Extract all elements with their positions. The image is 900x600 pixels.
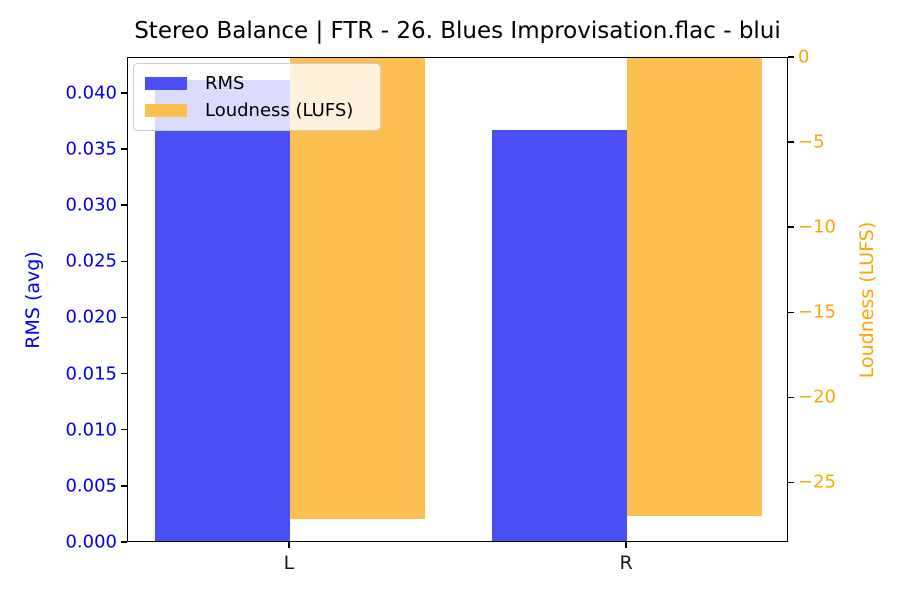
bar-lufs-l — [289, 58, 425, 520]
left-tick-label: 0.010 — [65, 419, 117, 441]
left-tick-mark — [121, 204, 127, 206]
bar-rms-l — [154, 80, 290, 541]
right-tick-mark — [788, 481, 794, 484]
x-tick-label-l: L — [283, 552, 295, 574]
left-tick-label: 0.000 — [65, 531, 117, 553]
left-tick-label: 0.030 — [65, 194, 117, 216]
left-tick-label: 0.025 — [65, 250, 117, 272]
right-tick-mark — [788, 56, 794, 58]
right-tick-label: −25 — [798, 471, 836, 493]
x-tick-mark — [625, 542, 627, 548]
right-tick-mark — [788, 311, 794, 313]
left-tick-label: 0.020 — [65, 306, 117, 328]
x-tick-label-r: R — [619, 552, 633, 574]
legend-label-loudness: Loudness (LUFS) — [205, 100, 354, 121]
left-tick-mark — [121, 260, 127, 263]
legend-item-rms: RMS — [145, 73, 369, 94]
right-tick-label: −5 — [798, 131, 825, 153]
plot-area — [127, 57, 788, 542]
right-axis-label: Loudness (LUFS) — [856, 221, 878, 379]
left-tick-mark — [121, 541, 127, 543]
left-tick-mark — [121, 92, 127, 94]
left-tick-mark — [121, 428, 127, 431]
left-tick-label: 0.005 — [65, 475, 117, 497]
left-tick-mark — [121, 485, 127, 487]
right-tick-label: −10 — [798, 216, 836, 238]
left-tick-label: 0.040 — [65, 82, 117, 104]
left-tick-mark — [121, 316, 127, 319]
left-tick-mark — [121, 372, 127, 375]
legend-item-loudness: Loudness (LUFS) — [145, 100, 369, 121]
x-tick-mark — [288, 542, 290, 548]
loudness-swatch-icon — [145, 104, 187, 117]
right-tick-label: −20 — [798, 386, 836, 408]
right-tick-mark — [788, 141, 794, 143]
bar-lufs-r — [627, 58, 762, 516]
legend: RMS Loudness (LUFS) — [133, 63, 381, 131]
right-tick-mark — [788, 226, 794, 228]
left-tick-mark — [121, 148, 127, 150]
legend-label-rms: RMS — [205, 73, 245, 94]
chart-title: Stereo Balance | FTR - 26. Blues Improvi… — [134, 18, 781, 44]
left-axis-label: RMS (avg) — [22, 251, 44, 349]
bar-rms-r — [492, 129, 628, 541]
right-tick-mark — [788, 396, 794, 399]
left-tick-label: 0.015 — [65, 363, 117, 385]
left-tick-label: 0.035 — [65, 138, 117, 160]
rms-swatch-icon — [145, 77, 187, 90]
right-tick-label: 0 — [798, 46, 810, 68]
right-tick-label: −15 — [798, 301, 836, 323]
